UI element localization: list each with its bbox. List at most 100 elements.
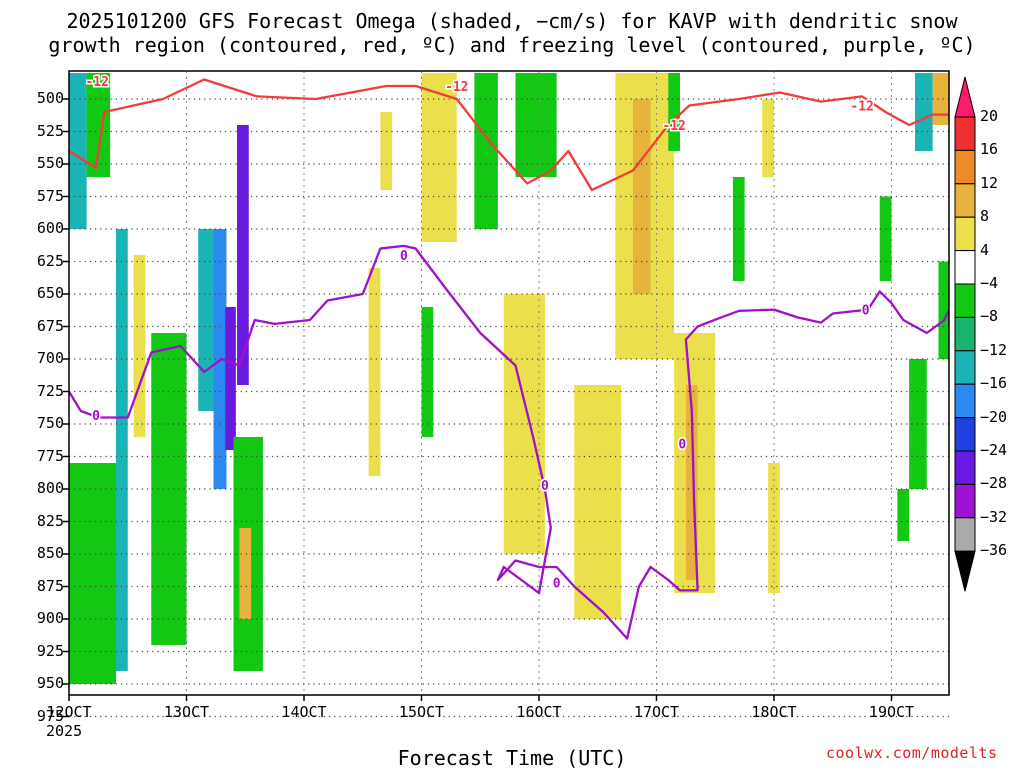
- y-tick-label: 625: [36, 251, 64, 270]
- y-tick-label: 850: [36, 544, 64, 562]
- colorbar-label: −8: [980, 307, 999, 326]
- x-tick-label: 19OCT: [868, 703, 915, 721]
- colorbar-label: 20: [980, 107, 999, 125]
- x-tick-label: 18OCT: [751, 703, 797, 721]
- omega-cell: [574, 385, 622, 619]
- colorbar-swatch: [954, 183, 976, 218]
- x-tick-label: 14OCT: [281, 703, 327, 721]
- colorbar-bottom-arrow: [954, 550, 976, 592]
- omega-cell: [685, 385, 698, 580]
- y-tick-label: 950: [36, 674, 64, 692]
- colorbar-label: −20: [980, 407, 1008, 426]
- colorbar-label: 12: [980, 173, 999, 192]
- y-tick-label: 600: [36, 219, 64, 237]
- omega-cell: [938, 261, 949, 359]
- y-tick-label: 550: [36, 154, 64, 172]
- colorbar-swatch: [954, 216, 976, 252]
- colorbar-swatch: [954, 517, 976, 552]
- x-axis-title: Forecast Time (UTC): [397, 746, 627, 770]
- y-tick-label: 800: [36, 479, 64, 497]
- x-tick-label: 12OCT: [46, 703, 92, 721]
- omega-cell: [515, 73, 557, 177]
- colorbar-label: −24: [980, 441, 1008, 459]
- x-tick-label: 15OCT: [398, 703, 445, 721]
- omega-cell: [69, 463, 116, 684]
- credit-text: coolwx.com/modelts: [826, 744, 998, 762]
- plot-frame: [68, 70, 950, 696]
- omega-cell: [732, 177, 745, 281]
- contour-label: -12: [445, 80, 468, 95]
- y-tick-label: 900: [36, 609, 64, 627]
- y-tick-label: 750: [36, 414, 64, 432]
- x-axis-year: 2025: [46, 722, 83, 740]
- y-tick-label: 700: [36, 349, 64, 367]
- y-tick-label: 775: [36, 446, 64, 465]
- omega-cell: [237, 125, 249, 385]
- omega-cell: [897, 489, 910, 541]
- omega-cell: [116, 229, 128, 671]
- contour-label: -12: [662, 119, 685, 134]
- y-tick-label: 875: [36, 576, 64, 595]
- colorbar-label: −4: [980, 274, 999, 292]
- y-tick-label: 650: [36, 284, 64, 302]
- colorbar-label: −28: [980, 474, 1008, 493]
- omega-cell: [668, 73, 680, 151]
- colorbar-label: −32: [980, 507, 1008, 526]
- freezing-level-line: [69, 244, 949, 640]
- contour-label: 0: [92, 409, 100, 424]
- colorbar-label: 4: [980, 240, 990, 259]
- axes: [63, 70, 950, 718]
- omega-cell: [239, 528, 252, 619]
- contour-label: 0: [400, 249, 408, 264]
- chart-title-line-2: growth region (contoured, red, ºC) and f…: [48, 33, 976, 57]
- omega-cell: [474, 73, 498, 229]
- colorbar-swatch: [954, 250, 976, 285]
- contour-label: 0: [678, 438, 686, 453]
- omega-cell: [368, 268, 381, 476]
- omega-cell: [380, 112, 393, 190]
- y-tick-label: 725: [36, 381, 64, 400]
- contour-label: -12: [85, 75, 108, 90]
- omega-cell: [762, 99, 774, 177]
- omega-cell: [198, 229, 216, 411]
- y-tick-label: 500: [36, 89, 64, 107]
- y-tick-label: 575: [36, 186, 64, 205]
- colorbar-swatch: [954, 350, 976, 385]
- omega-cell: [915, 73, 933, 151]
- colorbar-label: −36: [980, 541, 1008, 560]
- dgz-contour-line: [69, 78, 949, 192]
- colorbar-label: −16: [980, 374, 1008, 393]
- colorbar-swatch: [954, 116, 976, 151]
- colorbar: [954, 76, 976, 592]
- omega-cell: [879, 196, 892, 281]
- colorbar-label: −12: [980, 340, 1008, 359]
- x-tick-label: 17OCT: [633, 703, 680, 721]
- omega-cell: [133, 255, 146, 437]
- contour-label: 0: [553, 577, 561, 592]
- y-tick-label: 975: [36, 706, 64, 725]
- omega-cell: [421, 307, 434, 437]
- x-tick-label: 16OCT: [516, 703, 562, 721]
- colorbar-top-arrow: [954, 76, 976, 118]
- chart-title-line-1: 2025101200 GFS Forecast Omega (shaded, −…: [66, 9, 958, 33]
- contour-lines: -12 -12 -12 -12 0 0 0 0 0 0: [69, 73, 949, 640]
- colorbar-swatch: [954, 283, 976, 318]
- y-tick-label: 675: [36, 316, 64, 335]
- y-tick-label: 525: [36, 121, 64, 140]
- contour-label: 0: [862, 304, 870, 319]
- colorbar-swatch: [954, 450, 976, 485]
- colorbar-swatch: [954, 316, 976, 352]
- y-tick-label: 825: [36, 511, 64, 530]
- omega-cell: [225, 307, 236, 450]
- colorbar-swatch: [954, 483, 976, 519]
- grid-lines: [69, 71, 949, 718]
- omega-cell: [69, 73, 87, 229]
- contour-label: 0: [541, 479, 549, 494]
- omega-cell: [932, 73, 949, 125]
- colorbar-swatch: [954, 383, 976, 419]
- contour-label: -12: [850, 100, 873, 115]
- omega-cell: [86, 73, 111, 177]
- omega-shading: [69, 73, 949, 684]
- colorbar-swatch: [954, 149, 976, 185]
